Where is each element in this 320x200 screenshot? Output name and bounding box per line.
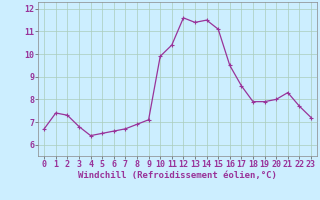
X-axis label: Windchill (Refroidissement éolien,°C): Windchill (Refroidissement éolien,°C) [78,171,277,180]
